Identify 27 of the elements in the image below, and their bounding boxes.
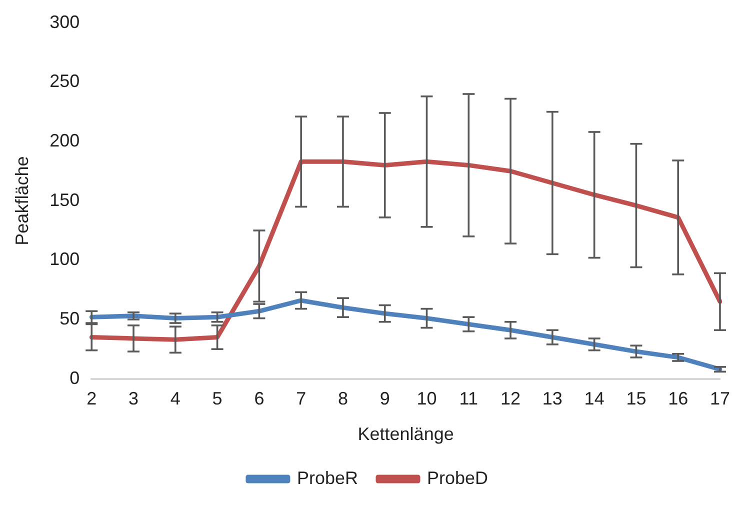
legend-label: ProbeR [296,468,358,488]
y-tick-label: 150 [50,190,80,210]
y-tick-label: 200 [50,130,80,150]
y-tick-label: 300 [50,12,80,32]
x-tick-label: 11 [459,388,478,409]
x-tick-label: 5 [212,388,222,409]
y-tick-label: 100 [50,249,80,270]
x-tick-label: 6 [254,388,264,409]
y-tick-label: 250 [50,71,80,92]
x-tick-label: 8 [338,388,348,409]
y-axis-title: Peakfläche [12,156,32,246]
x-tick-label: 15 [626,388,646,409]
y-tick-label: 50 [60,308,80,328]
x-tick-label: 3 [128,388,139,409]
x-tick-label: 4 [170,388,180,409]
x-tick-label: 14 [584,388,604,409]
x-tick-label: 9 [380,388,390,409]
y-tick-label: 0 [70,368,80,388]
x-axis-title: Kettenlänge [358,424,454,444]
x-tick-label: 2 [86,388,97,409]
legend-label: ProbeD [427,468,488,488]
x-tick-label: 12 [500,388,521,409]
x-tick-label: 13 [542,388,562,409]
x-tick-label: 17 [710,388,730,409]
x-tick-label: 16 [668,388,688,409]
x-tick-label: 7 [296,388,306,409]
x-tick-label: 10 [416,388,437,409]
